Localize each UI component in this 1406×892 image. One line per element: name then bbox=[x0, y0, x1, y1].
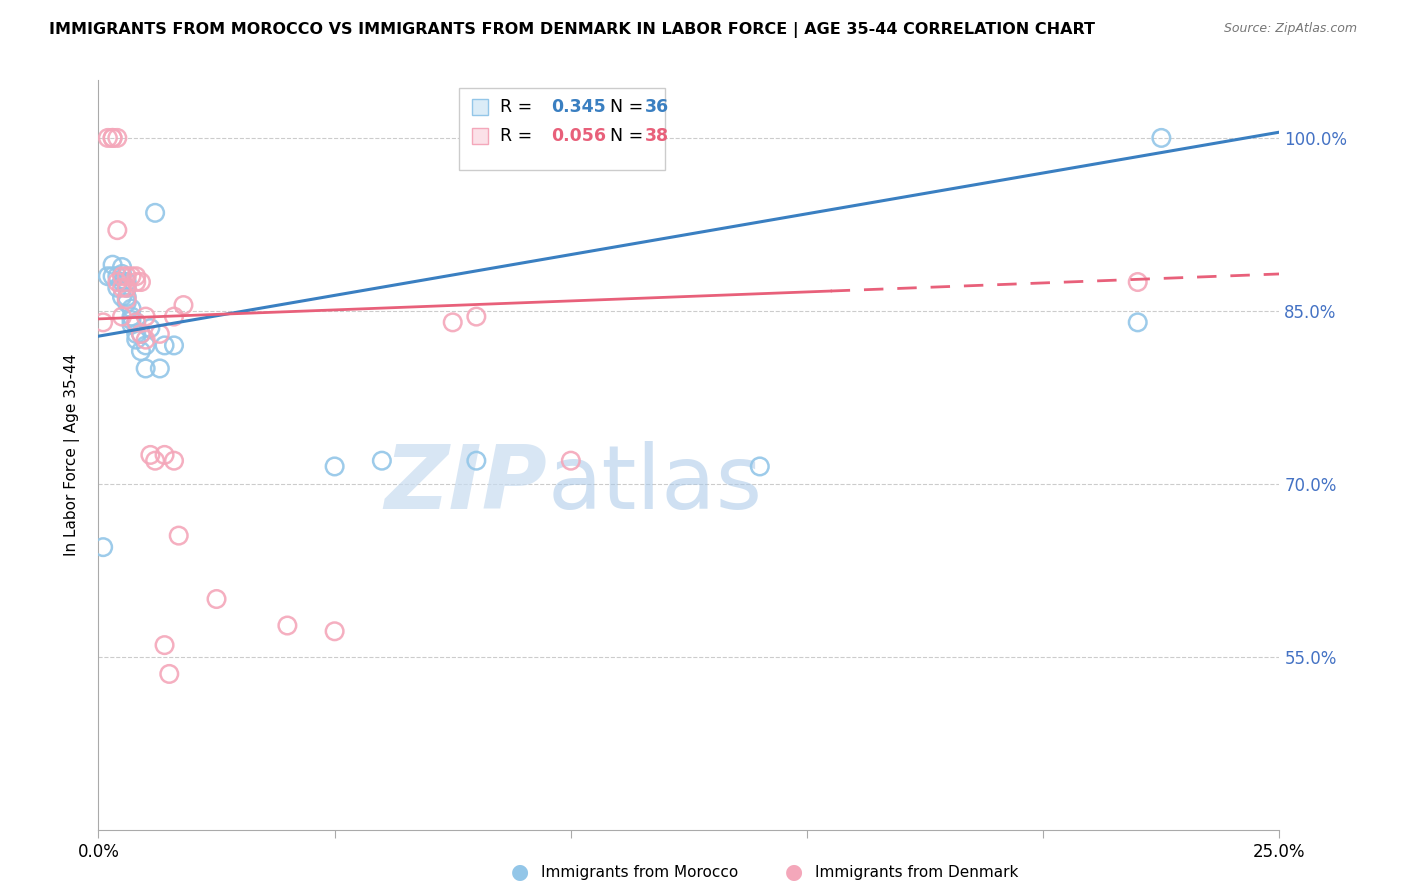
Point bbox=[121, 313, 143, 327]
Point bbox=[111, 260, 134, 274]
Point bbox=[111, 275, 134, 289]
Point bbox=[560, 453, 582, 467]
Point bbox=[465, 310, 488, 324]
Point bbox=[129, 344, 152, 359]
Point bbox=[125, 269, 148, 284]
Point bbox=[105, 223, 128, 237]
Point bbox=[129, 275, 152, 289]
Point bbox=[115, 281, 138, 295]
Point bbox=[101, 269, 124, 284]
Point bbox=[105, 269, 128, 284]
Point bbox=[149, 361, 172, 376]
Point bbox=[143, 206, 166, 220]
Point bbox=[135, 333, 157, 347]
Point bbox=[153, 338, 176, 352]
Point bbox=[111, 267, 134, 281]
Bar bbox=[458, 87, 665, 170]
Text: R =: R = bbox=[501, 128, 537, 145]
Text: N =: N = bbox=[599, 128, 650, 145]
Text: Immigrants from Morocco: Immigrants from Morocco bbox=[541, 865, 738, 880]
Text: 38: 38 bbox=[645, 128, 669, 145]
Point bbox=[115, 295, 138, 310]
Point bbox=[115, 281, 138, 295]
Point bbox=[105, 281, 128, 295]
Point bbox=[157, 667, 180, 681]
Point bbox=[135, 361, 157, 376]
Point bbox=[121, 310, 143, 324]
Point bbox=[115, 269, 138, 284]
Point bbox=[121, 318, 143, 332]
Point bbox=[91, 540, 114, 554]
Point bbox=[111, 281, 134, 295]
Point bbox=[172, 298, 194, 312]
Point bbox=[1126, 315, 1149, 329]
Text: N =: N = bbox=[599, 97, 650, 115]
Point bbox=[125, 326, 148, 341]
Text: IMMIGRANTS FROM MOROCCO VS IMMIGRANTS FROM DENMARK IN LABOR FORCE | AGE 35-44 CO: IMMIGRANTS FROM MOROCCO VS IMMIGRANTS FR… bbox=[49, 22, 1095, 38]
Point bbox=[91, 315, 114, 329]
Point bbox=[205, 592, 228, 607]
Text: Source: ZipAtlas.com: Source: ZipAtlas.com bbox=[1223, 22, 1357, 36]
Point bbox=[105, 131, 128, 145]
Text: Immigrants from Denmark: Immigrants from Denmark bbox=[815, 865, 1019, 880]
Point bbox=[97, 269, 120, 284]
Point bbox=[163, 310, 186, 324]
Point bbox=[323, 624, 346, 639]
Point bbox=[115, 275, 138, 289]
Text: atlas: atlas bbox=[547, 442, 762, 528]
Point bbox=[125, 315, 148, 329]
Point bbox=[149, 326, 172, 341]
Point bbox=[139, 321, 162, 335]
Point bbox=[111, 310, 134, 324]
Point bbox=[153, 448, 176, 462]
Point bbox=[167, 528, 190, 542]
Point bbox=[135, 338, 157, 352]
Point bbox=[1150, 131, 1173, 145]
Text: ZIP: ZIP bbox=[384, 442, 547, 528]
Point bbox=[139, 448, 162, 462]
Point bbox=[121, 269, 143, 284]
Point bbox=[97, 131, 120, 145]
Text: ●: ● bbox=[512, 863, 529, 882]
Point bbox=[323, 459, 346, 474]
Point bbox=[276, 618, 298, 632]
Point bbox=[143, 453, 166, 467]
Point bbox=[101, 131, 124, 145]
Text: 0.345: 0.345 bbox=[551, 97, 606, 115]
Text: 36: 36 bbox=[645, 97, 669, 115]
Point bbox=[111, 290, 134, 304]
Text: R =: R = bbox=[501, 97, 537, 115]
Point bbox=[441, 315, 464, 329]
Text: 0.056: 0.056 bbox=[551, 128, 606, 145]
Point bbox=[101, 131, 124, 145]
Point bbox=[101, 258, 124, 272]
Point bbox=[115, 293, 138, 307]
Point bbox=[129, 326, 152, 341]
Point bbox=[129, 326, 152, 341]
Point bbox=[121, 301, 143, 316]
Y-axis label: In Labor Force | Age 35-44: In Labor Force | Age 35-44 bbox=[63, 354, 80, 556]
Point bbox=[748, 459, 770, 474]
Point bbox=[1126, 275, 1149, 289]
Point bbox=[125, 275, 148, 289]
Point bbox=[115, 290, 138, 304]
Point bbox=[371, 453, 394, 467]
Point bbox=[135, 310, 157, 324]
Point bbox=[163, 453, 186, 467]
Point bbox=[125, 315, 148, 329]
Point bbox=[105, 275, 128, 289]
Point bbox=[163, 338, 186, 352]
Point bbox=[465, 453, 488, 467]
Point bbox=[111, 269, 134, 284]
Text: ●: ● bbox=[786, 863, 803, 882]
Point bbox=[153, 638, 176, 652]
Point bbox=[125, 333, 148, 347]
